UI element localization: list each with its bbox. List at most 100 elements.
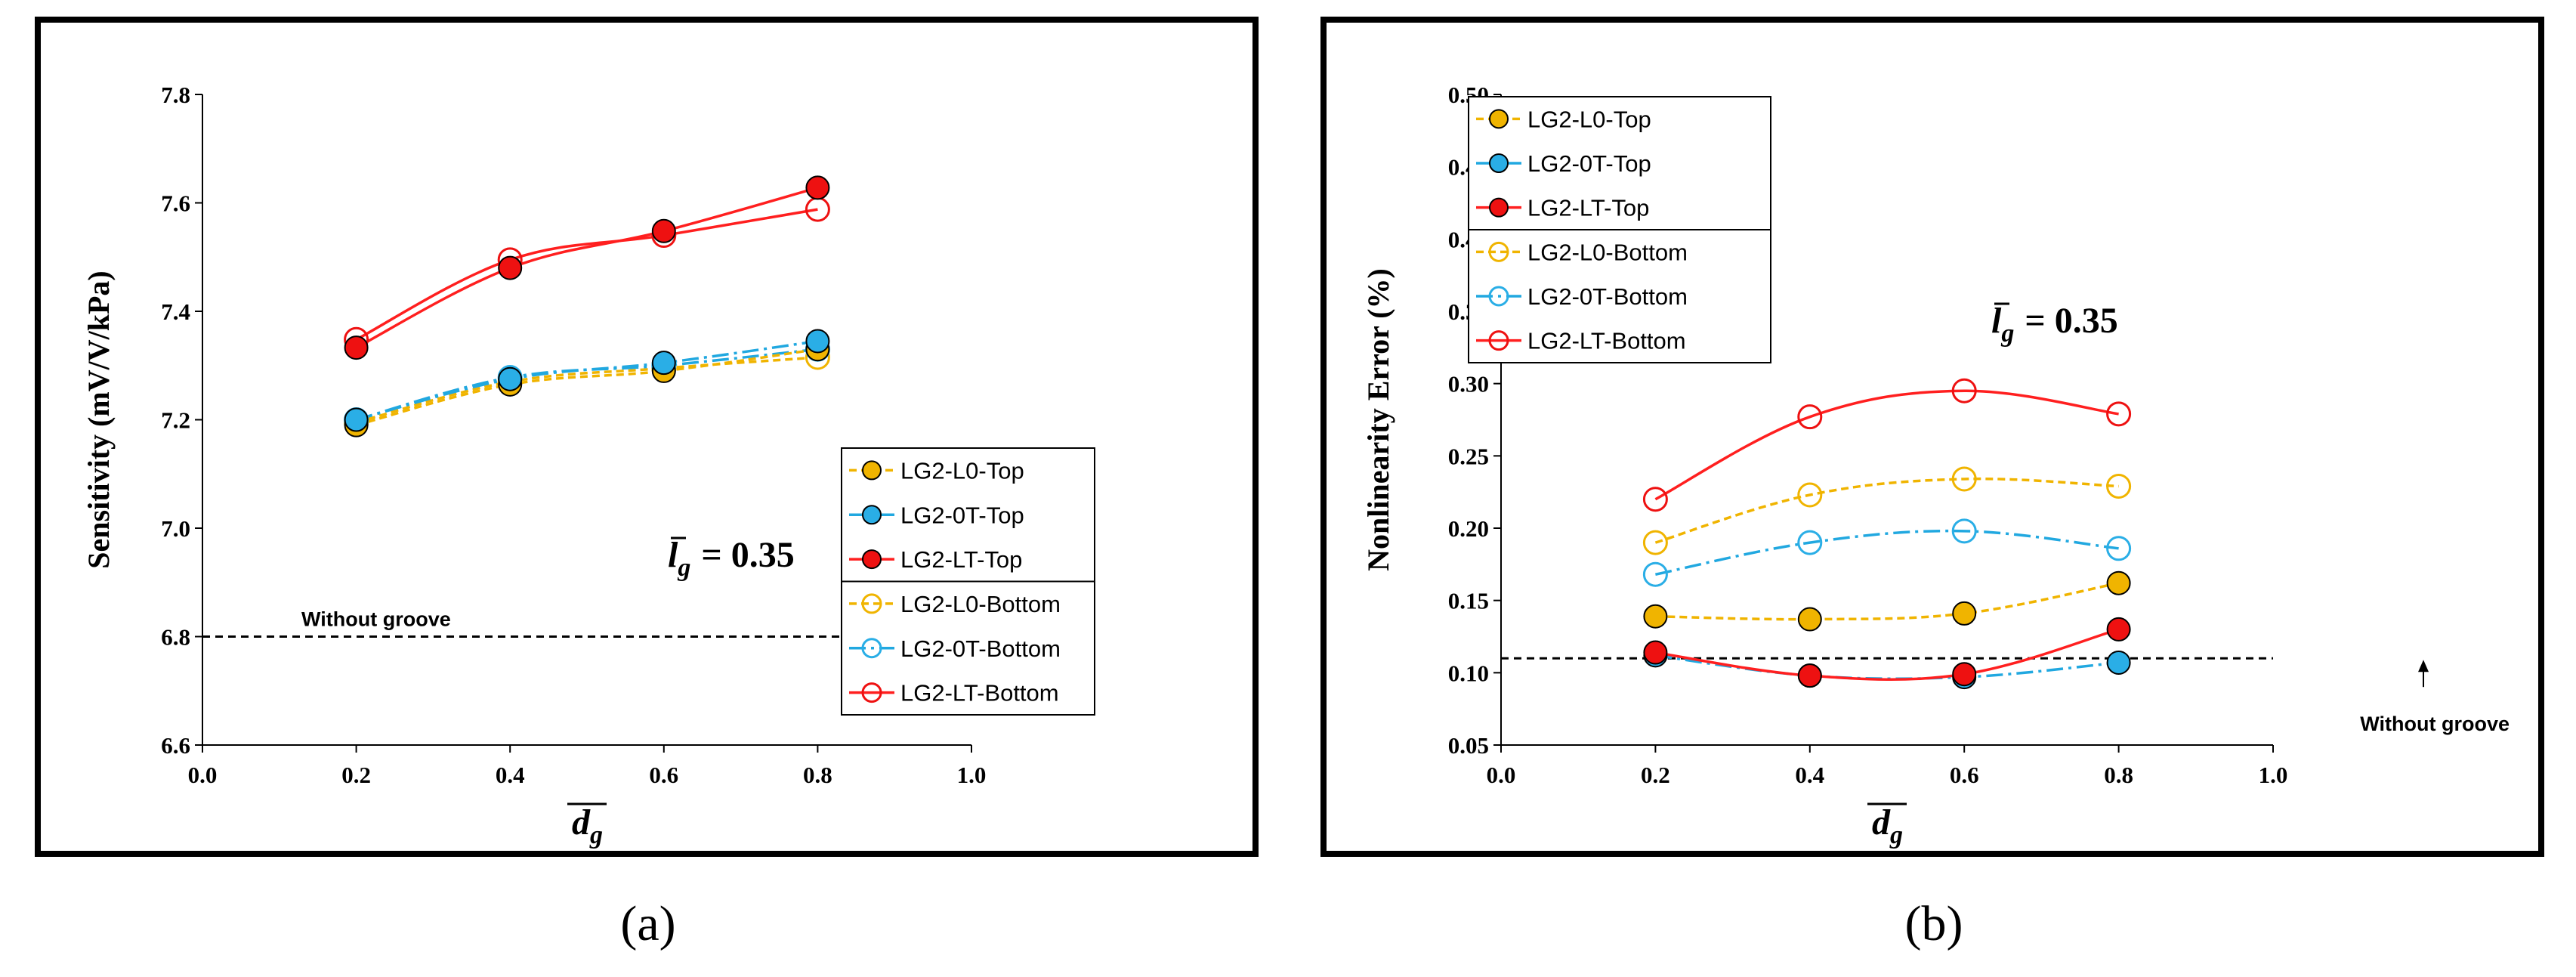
data-point-LG2-L0-Top — [1643, 604, 1668, 629]
data-point-LG2-LT-Top — [2106, 617, 2131, 642]
x-tick-label: 0.4 — [1795, 762, 1824, 788]
x-tick-label: 0.2 — [341, 762, 371, 788]
chart-panel-b: 0.050.100.150.200.250.300.350.400.450.50… — [1320, 17, 2544, 857]
annotation-value: = 0.35 — [701, 535, 794, 575]
legend: LG2-L0-Top LG2-0T-Top LG2-LT-Top LG2-L0-Bot… — [841, 447, 1095, 716]
legend-label-LG2-L0-Bottom: LG2-L0-Bottom — [1527, 239, 1688, 265]
y-tick-label: 7.4 — [161, 298, 190, 325]
x-tick-label: 0.8 — [803, 762, 832, 788]
x-axis-title: dg — [567, 802, 607, 849]
data-point-LG2-0T-Bottom — [1797, 530, 1823, 555]
data-point-LG2-0T-Top — [344, 407, 369, 432]
reference-label: Without groove — [2360, 713, 2510, 735]
legend-marker-LG2-LT-Bottom — [861, 682, 882, 703]
data-point-LG2-0T-Top — [2106, 650, 2131, 675]
legend: LG2-L0-Top LG2-0T-Top LG2-LT-Top LG2-L0-Bot… — [1468, 96, 1771, 363]
x-axis-title: dg — [1867, 802, 1907, 849]
legend-label-LG2-L0-Bottom: LG2-L0-Bottom — [900, 591, 1061, 617]
y-tick-label: 0.20 — [1448, 515, 1489, 542]
y-tick-label: 0.25 — [1448, 443, 1489, 469]
data-point-LG2-L0-Top — [1797, 607, 1822, 632]
x-tick-label: 0.0 — [188, 762, 218, 788]
y-axis-title: Sensitivity (mV/V/kPa) — [82, 271, 116, 568]
series-line-LG2-L0-Bottom — [356, 356, 818, 424]
series-line-LG2-LT-Bottom — [355, 208, 818, 341]
data-point-LG2-0T-Bottom — [2106, 536, 2132, 561]
y-tick-label: 0.15 — [1448, 588, 1489, 614]
y-tick-label: 0.30 — [1448, 371, 1489, 397]
x-tick-label: 0.4 — [496, 762, 525, 788]
legend-label-LG2-LT-Top: LG2-LT-Top — [1527, 195, 1649, 221]
series-line-LG2-0T-Bottom — [1655, 529, 2119, 576]
x-tick-label: 1.0 — [957, 762, 987, 788]
y-tick-label: 6.6 — [161, 732, 190, 759]
data-point-LG2-0T-Top — [805, 329, 830, 354]
y-tick-label: 7.6 — [161, 190, 190, 217]
x-tick-label: 1.0 — [2259, 762, 2288, 788]
data-point-LG2-L0-Bottom — [1797, 482, 1823, 508]
series-line-LG2-L0-Top — [356, 348, 818, 427]
legend-marker-LG2-L0-Bottom — [861, 593, 882, 614]
x-tick-label: 0.6 — [1950, 762, 1979, 788]
legend-marker-LG2-L0-Top — [1489, 109, 1509, 129]
series-line-LG2-LT-Bottom — [1654, 389, 2119, 501]
series-line-LG2-0T-Top — [356, 339, 818, 422]
y-axis-title: Nonlinearity Error (%) — [1361, 268, 1395, 571]
legend-marker-LG2-LT-Top — [1489, 197, 1509, 218]
legend-label-LG2-0T-Top: LG2-0T-Top — [1527, 150, 1651, 177]
x-tick-label: 0.6 — [649, 762, 678, 788]
legend-marker-LG2-LT-Bottom — [1488, 330, 1509, 351]
data-point-LG2-LT-Bottom — [1642, 487, 1668, 512]
legend-label-LG2-0T-Bottom: LG2-0T-Bottom — [900, 635, 1061, 662]
caption-b: (b) — [1904, 896, 1963, 951]
legend-label-LG2-LT-Top: LG2-LT-Top — [900, 546, 1022, 573]
x-title-text: dg — [1872, 802, 1903, 849]
legend-marker-LG2-0T-Top — [862, 505, 882, 525]
y-tick-label: 0.05 — [1448, 732, 1489, 759]
data-point-LG2-LT-Bottom — [1797, 404, 1823, 430]
data-point-LG2-LT-Bottom — [1951, 378, 1977, 403]
chart-panel-a: 6.6 6.8 7.0 7.2 7.4 7.6 7.8 0.0 0.2 0.4 0.6 0.8 1.0 S… — [35, 17, 1259, 857]
data-point-LG2-L0-Bottom — [1951, 466, 1977, 492]
legend-marker-LG2-L0-Top — [862, 460, 882, 481]
caption-a: (a) — [620, 896, 676, 951]
data-point-LG2-0T-Bottom — [1642, 561, 1668, 587]
y-tick-label: 0.10 — [1448, 660, 1489, 686]
data-point-LG2-0T-Bottom — [1951, 518, 1977, 544]
data-point-LG2-LT-Top — [1797, 663, 1822, 688]
legend-label-LG2-L0-Top: LG2-L0-Top — [1527, 106, 1651, 132]
y-tick-label: 7.2 — [161, 407, 190, 434]
x-tick-label: 0.2 — [1641, 762, 1670, 788]
legend-marker-LG2-0T-Top — [1489, 153, 1509, 173]
legend-marker-LG2-L0-Bottom — [1488, 241, 1509, 262]
chart-b-svg: 0.050.100.150.200.250.300.350.400.450.50… — [1361, 82, 2510, 849]
data-point-LG2-LT-Top — [651, 218, 676, 243]
chart-a-svg: 6.6 6.8 7.0 7.2 7.4 7.6 7.8 0.0 0.2 0.4 0.6 0.8 1.0 S… — [82, 82, 1095, 849]
annotation-text: lg = 0.35 — [1991, 301, 2118, 348]
y-tick-label: 7.8 — [161, 82, 190, 108]
data-point-LG2-0T-Top — [651, 351, 676, 376]
data-point-LG2-LT-Top — [1643, 640, 1668, 665]
series-line-LG2-LT-Top — [1655, 628, 2120, 682]
data-point-LG2-L0-Top — [1952, 601, 1977, 626]
data-point-LG2-LT-Bottom — [2106, 401, 2132, 427]
y-tick-label: 6.8 — [161, 624, 190, 651]
series-line-LG2-L0-Top — [1655, 581, 2119, 621]
series-line-LG2-LT-Top — [355, 186, 818, 349]
legend-label-LG2-LT-Bottom: LG2-LT-Bottom — [1527, 328, 1686, 354]
legend-label-LG2-0T-Top: LG2-0T-Top — [900, 502, 1024, 528]
reference-label: Without groove — [301, 608, 451, 631]
annotation-text: lg = 0.35 — [668, 535, 795, 582]
annotation-value: = 0.35 — [2025, 301, 2117, 341]
legend-marker-LG2-0T-Bottom — [1488, 286, 1509, 307]
annotation: lg = 0.35 — [668, 535, 795, 582]
legend-marker-LG2-0T-Bottom — [861, 638, 882, 659]
x-title-text: dg — [572, 802, 603, 849]
legend-marker-LG2-LT-Top — [862, 549, 882, 570]
legend-label-LG2-0T-Bottom: LG2-0T-Bottom — [1527, 283, 1688, 310]
series-line-LG2-L0-Bottom — [1654, 477, 2119, 544]
data-point-LG2-LT-Top — [344, 335, 369, 360]
data-point-LG2-0T-Top — [498, 366, 523, 391]
data-point-LG2-LT-Top — [498, 255, 523, 280]
legend-label-LG2-LT-Bottom: LG2-LT-Bottom — [900, 680, 1059, 706]
